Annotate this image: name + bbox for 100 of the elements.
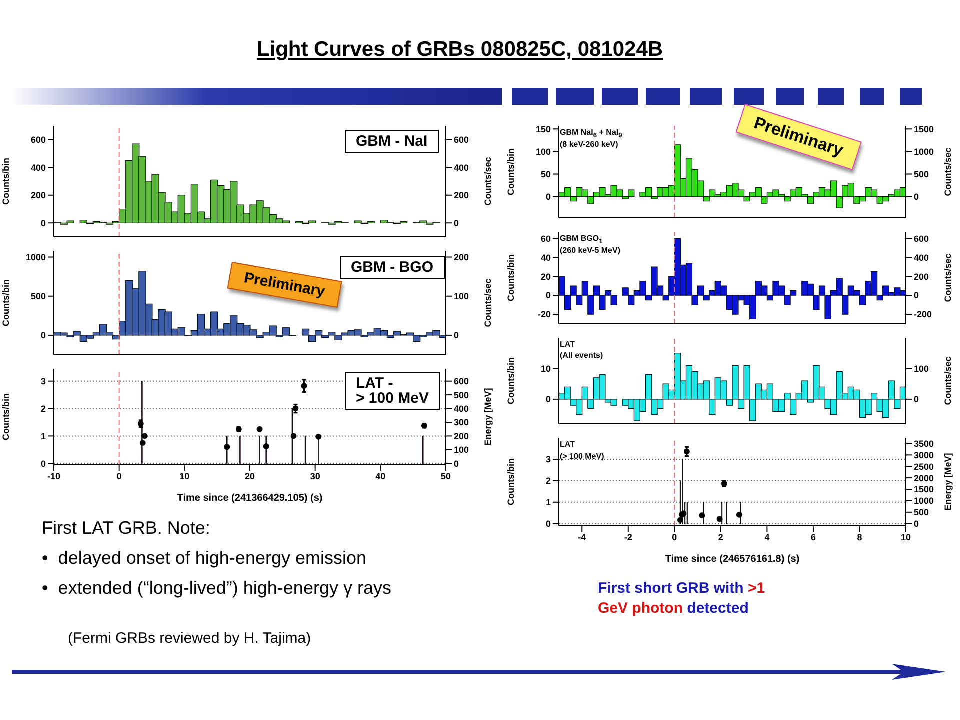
y2-tick-label: 2500: [914, 462, 934, 472]
y-tick-label: 0: [40, 458, 46, 469]
y2-tick-label: 400: [914, 252, 930, 263]
text: (Fermi GRBs reviewed by H. Tajima): [68, 630, 312, 647]
x-tick-label: 30: [310, 471, 320, 482]
y2-tick-label: 600: [454, 376, 470, 387]
y-axis-title: Counts/bin: [506, 458, 516, 506]
y2-tick-label: 200: [454, 431, 470, 442]
y2-tick-label: 0: [914, 394, 920, 405]
y2-tick-label: 0: [914, 290, 920, 301]
chart-title: Light Curves of GRBs 080825C, 081024B: [256, 38, 664, 62]
y2-tick-label: 600: [914, 234, 930, 244]
y2-tick-label: 0: [454, 458, 460, 469]
y2-tick-label: 500: [914, 508, 930, 518]
y2-tick-label: 300: [454, 418, 470, 428]
annotation: (All events): [560, 351, 604, 360]
annotation: GBM NaI$_{6}$ + NaI$_{9}$: [560, 128, 622, 140]
y-tick-label: 1: [546, 498, 551, 508]
x-tick-label: 10: [180, 471, 190, 482]
y2-axis-title: Counts/sec: [943, 254, 954, 302]
x-axis-title: Time since (246576161.8) (s): [665, 554, 800, 565]
y2-tick-label: 100: [454, 445, 470, 456]
y2-axis-title: Counts/sec: [483, 278, 494, 328]
y-axis-title: Counts/bin: [1, 158, 12, 205]
x-tick-label: -10: [47, 471, 61, 482]
y-tick-label: 3: [40, 376, 46, 387]
y2-tick-label: 2000: [914, 473, 934, 484]
y2-axis-title: Counts/sec: [943, 356, 954, 406]
x-tick-label: -2: [624, 532, 632, 542]
y-tick-label: 200: [30, 190, 46, 201]
x-tick-label: 4: [764, 532, 770, 542]
y-tick-label: 1: [40, 431, 46, 442]
y2-tick-label: 3000: [914, 450, 934, 460]
x-tick-label: 2: [718, 532, 724, 542]
y2-tick-label: 200: [914, 272, 930, 282]
y2-tick-label: 1500: [914, 124, 934, 134]
y2-tick-label: 0: [914, 519, 920, 530]
annotation: (8 keV-260 keV): [560, 140, 618, 149]
y2-tick-label: 500: [454, 390, 470, 400]
y-tick-label: 10: [540, 364, 551, 374]
y-tick-label: 1000: [26, 252, 46, 262]
y2-axis-title: Energy [MeV]: [943, 453, 954, 511]
y-tick-label: 500: [30, 292, 46, 302]
y2-tick-label: 0: [454, 218, 460, 228]
y2-tick-label: 0: [914, 192, 920, 202]
y2-tick-label: 3500: [914, 438, 934, 449]
y-tick-label: 50: [540, 169, 551, 180]
y-axis-title: Counts/bin: [506, 148, 516, 196]
y2-axis-title: Counts/sec: [943, 148, 954, 196]
y-tick-label: 600: [30, 135, 46, 146]
y-axis-title: Counts/bin: [1, 280, 12, 326]
annotation: LAT: [560, 440, 575, 449]
x-axis-title: Time since (241366429.105) (s): [177, 493, 323, 504]
y-tick-label: 60: [540, 234, 551, 244]
y-tick-label: 150: [536, 124, 551, 134]
annotation: LAT - > 100 MeV: [345, 372, 440, 410]
y-tick-label: 0: [546, 519, 551, 530]
y-tick-label: 2: [40, 404, 46, 414]
text: First LAT GRB. Note:: [42, 518, 210, 539]
y2-axis-title: Counts/sec: [483, 157, 494, 206]
y-tick-label: 0: [40, 218, 46, 228]
y-tick-label: 0: [40, 330, 46, 341]
y-axis-title: Counts/bin: [506, 358, 516, 404]
y2-tick-label: 200: [454, 252, 470, 262]
text: >1: [747, 580, 766, 597]
y2-tick-label: 100: [454, 292, 470, 302]
y-tick-label: 3: [546, 454, 551, 465]
x-tick-label: 50: [440, 471, 452, 482]
y2-tick-label: 400: [454, 162, 470, 173]
y-axis-title: Counts/bin: [1, 394, 12, 440]
annotation: LAT: [560, 340, 575, 349]
y2-tick-label: 100: [914, 364, 930, 374]
text: GeV photon: [598, 600, 683, 617]
y2-tick-label: 400: [454, 404, 470, 414]
y2-tick-label: 0: [454, 330, 460, 341]
annotation: GBM BGO$_{1}$: [560, 234, 603, 246]
x-tick-label: 40: [376, 471, 386, 482]
y-tick-label: 0: [546, 290, 551, 301]
y-axis-title: Counts/bin: [506, 254, 516, 302]
text: First short GRB with: [598, 580, 744, 597]
y2-tick-label: 1000: [914, 146, 934, 157]
x-tick-label: 0: [672, 532, 678, 542]
x-tick-label: 10: [900, 532, 912, 542]
y-tick-label: 0: [546, 192, 551, 202]
annotation: GBM - BGO: [340, 256, 444, 279]
y-tick-label: 20: [540, 272, 551, 282]
y-tick-label: 400: [30, 162, 46, 173]
text: • delayed onset of high-energy emission: [42, 548, 366, 569]
x-tick-label: 0: [116, 471, 122, 482]
y-tick-label: 100: [536, 146, 551, 157]
text: detected: [686, 600, 749, 617]
y2-tick-label: 500: [914, 169, 930, 180]
x-tick-label: 8: [857, 532, 862, 542]
annotation: GBM - NaI: [345, 130, 439, 153]
y2-tick-label: 1500: [914, 484, 934, 495]
y2-tick-label: 600: [454, 135, 470, 146]
y2-tick-label: 1000: [914, 496, 934, 506]
y-tick-label: 40: [540, 252, 551, 263]
text: • extended (“long-lived”) high-energy γ rays: [42, 578, 392, 599]
x-tick-label: 20: [244, 471, 256, 482]
